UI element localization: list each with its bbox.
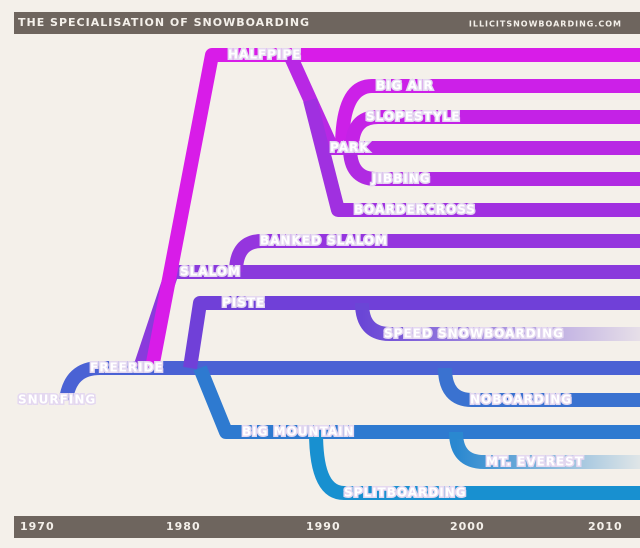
bigmountain-line xyxy=(193,365,640,439)
node-label: HALFPIPE xyxy=(228,48,301,62)
year-label: 2000 xyxy=(450,520,485,533)
freeride-line xyxy=(59,361,640,402)
boardercross-line xyxy=(303,98,640,217)
years: 1970 1980 1990 2000 2010 xyxy=(20,520,623,533)
node-label: BOARDERCROSS xyxy=(354,203,476,217)
site: ILLICITSNOWBOARDING.COM xyxy=(469,20,622,29)
piste-line xyxy=(183,296,640,370)
everest-line xyxy=(449,431,640,469)
node-label: FREERIDE xyxy=(90,361,164,375)
year-label: 1970 xyxy=(20,520,55,533)
title: THE SPECIALISATION OF SNOWBOARDING xyxy=(18,16,310,29)
splitboarding-line xyxy=(309,431,640,500)
node-label: PISTE xyxy=(222,296,265,310)
slalom-line xyxy=(133,265,640,371)
slopestyle-line xyxy=(345,110,640,149)
year-label: 2010 xyxy=(588,520,623,533)
node-label: SLOPESTYLE xyxy=(366,110,460,124)
node-label: PARK xyxy=(330,141,370,155)
node-label: JIBBING xyxy=(371,172,431,186)
node-label: SLALOM xyxy=(180,265,241,279)
year-label: 1990 xyxy=(306,520,341,533)
node-label: SPEED SNOWBOARDING xyxy=(384,327,564,341)
bigair-line xyxy=(335,79,640,149)
jibbing-line xyxy=(343,147,640,186)
node-label: MT. EVEREST xyxy=(486,455,584,469)
node-label: SNURFING xyxy=(18,393,96,407)
node-label: BANKED SLALOM xyxy=(260,234,388,248)
labels: HALFPIPE BIG AIR SLOPESTYLE PARK JIBBING BOAR… xyxy=(17,46,585,501)
timeline-bar xyxy=(14,516,640,538)
year-label: 1980 xyxy=(166,520,201,533)
branches xyxy=(15,48,640,500)
speed-line xyxy=(355,302,640,341)
noboarding-line xyxy=(438,367,640,407)
halfpipe-line xyxy=(145,48,640,370)
node-label: BIG MOUNTAIN xyxy=(242,425,355,439)
node-label: NOBOARDING xyxy=(470,393,572,407)
node-label: SPLITBOARDING xyxy=(344,486,467,500)
park-line xyxy=(283,52,640,155)
banked-line xyxy=(229,234,640,273)
header-bar xyxy=(14,12,640,34)
node-label: BIG AIR xyxy=(376,79,434,93)
